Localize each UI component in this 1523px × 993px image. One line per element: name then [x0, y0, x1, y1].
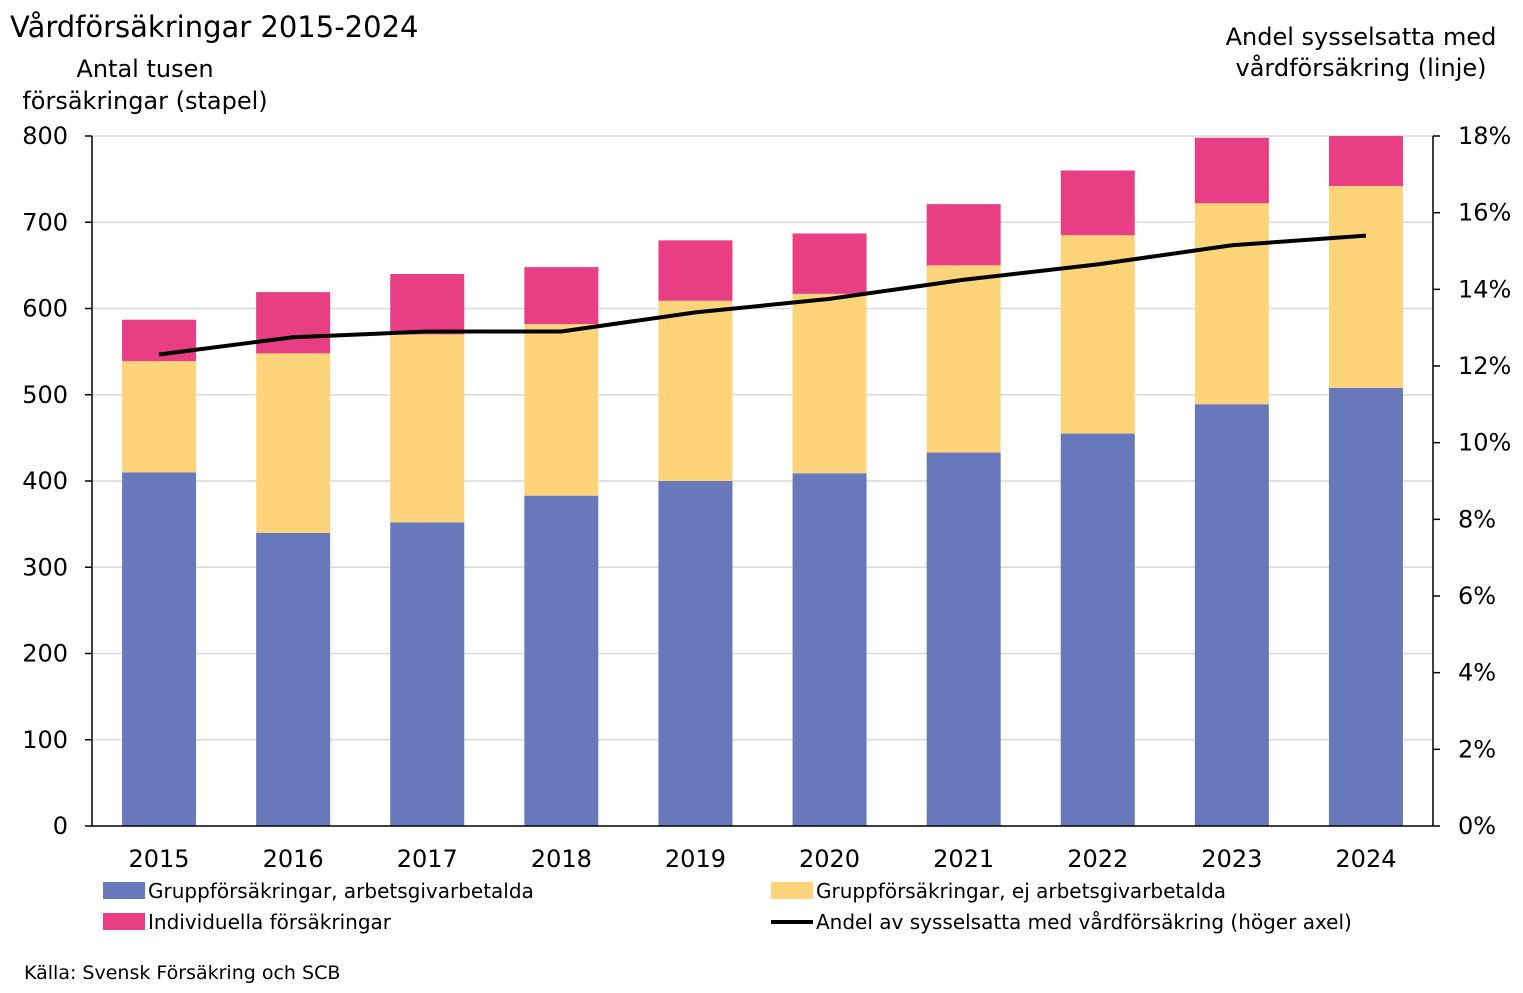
y-axis-tick-labels: 0 100 200 300 400 500 600 700 800	[22, 122, 68, 840]
x-tick-label: 2018	[531, 845, 592, 873]
legend-label-3: Individuella försäkringar	[148, 910, 392, 934]
legend-label-2: Gruppförsäkringar, ej arbetsgivarbetalda	[816, 879, 1226, 903]
x-tick-label: 2020	[799, 845, 860, 873]
x-tick-label: 2022	[1067, 845, 1128, 873]
y2-axis-title-line-2: vårdförsäkring (linje)	[1235, 53, 1486, 82]
y2-tick-label: 14%	[1458, 275, 1511, 303]
y2-tick-label: 8%	[1458, 505, 1496, 533]
x-tick-label: 2019	[665, 845, 726, 873]
y-tick-label: 800	[22, 122, 68, 150]
bar-segment-3	[792, 233, 867, 294]
y-tick-label: 700	[22, 208, 68, 236]
legend-label-4: Andel av sysselsatta med vårdförsäkring …	[816, 910, 1352, 934]
bar-segment-2	[658, 300, 733, 481]
y2-tick-label: 10%	[1458, 429, 1511, 457]
y2-tick-label: 2%	[1458, 735, 1496, 763]
bar-segment-1	[1060, 433, 1135, 826]
y2-tick-label: 16%	[1458, 199, 1511, 227]
legend-swatch-2	[771, 882, 813, 899]
bar-segment-1	[390, 522, 465, 826]
y-tick-label: 300	[22, 553, 68, 581]
bar-segment-1	[1328, 387, 1403, 826]
bar-segment-1	[256, 532, 331, 826]
legend: Gruppförsäkringar, arbetsgivarbetalda Gru…	[103, 879, 1352, 934]
x-tick-label: 2023	[1201, 845, 1262, 873]
y2-tick-label: 0%	[1458, 812, 1496, 840]
y2-axis-tick-labels: 0% 2% 4% 6% 8% 10% 12% 14% 16% 18%	[1458, 122, 1511, 840]
y2-tick-label: 18%	[1458, 122, 1511, 150]
bar-segment-1	[1194, 404, 1269, 826]
bar-segment-3	[1194, 137, 1269, 204]
chart-title: Vårdförsäkringar 2015-2024	[10, 10, 418, 44]
y2-axis-title-line-1: Andel sysselsatta med	[1226, 23, 1497, 51]
y-tick-label: 400	[22, 467, 68, 495]
bar-segment-2	[122, 361, 197, 473]
y-tick-label: 0	[53, 812, 68, 840]
share-line	[158, 233, 1367, 357]
bar-segment-2	[926, 265, 1001, 453]
bar-segment-2	[1328, 186, 1403, 388]
source-note: Källa: Svensk Försäkring och SCB	[24, 962, 340, 984]
y-tick-label: 500	[22, 381, 68, 409]
y-tick-label: 200	[22, 640, 68, 668]
y-axis-title-line-1: Antal tusen	[76, 55, 213, 83]
bar-segment-1	[524, 495, 599, 826]
y2-tick-label: 6%	[1458, 582, 1496, 610]
bar-segment-3	[1060, 170, 1135, 236]
bar-segment-2	[792, 293, 867, 474]
bar-segment-1	[658, 481, 733, 826]
x-axis-tick-labels: 2015 2016 2017 2018 2019 2020 2021 2022 2023 2024	[129, 845, 1397, 873]
x-tick-label: 2016	[263, 845, 324, 873]
y-tick-label: 600	[22, 295, 68, 323]
legend-label-1: Gruppförsäkringar, arbetsgivarbetalda	[148, 879, 534, 903]
x-tick-label: 2021	[933, 845, 994, 873]
share-line-path	[158, 233, 1367, 357]
axes	[85, 135, 1440, 827]
bar-segment-2	[390, 334, 465, 523]
bar-segment-3	[256, 292, 331, 354]
y-tick-label: 100	[22, 726, 68, 754]
bar-segment-2	[1194, 203, 1269, 405]
bar-segment-1	[122, 472, 197, 826]
bar-segment-3	[658, 240, 733, 301]
x-tick-label: 2024	[1335, 845, 1396, 873]
bar-segment-3	[1328, 136, 1403, 187]
legend-swatch-1	[103, 882, 145, 899]
bar-segment-1	[792, 473, 867, 826]
bar-segment-3	[524, 267, 599, 325]
bar-segment-2	[256, 353, 331, 533]
bars	[122, 136, 1403, 826]
y2-tick-label: 12%	[1458, 352, 1511, 380]
bar-segment-3	[926, 204, 1001, 266]
bar-segment-3	[122, 319, 197, 362]
bar-segment-3	[390, 274, 465, 335]
x-tick-label: 2017	[397, 845, 458, 873]
bar-segment-2	[524, 324, 599, 496]
y2-tick-label: 4%	[1458, 659, 1496, 687]
legend-swatch-3	[103, 913, 145, 930]
x-tick-label: 2015	[129, 845, 190, 873]
bar-segment-1	[926, 452, 1001, 826]
y-axis-title-line-2: försäkringar (stapel)	[22, 87, 267, 115]
